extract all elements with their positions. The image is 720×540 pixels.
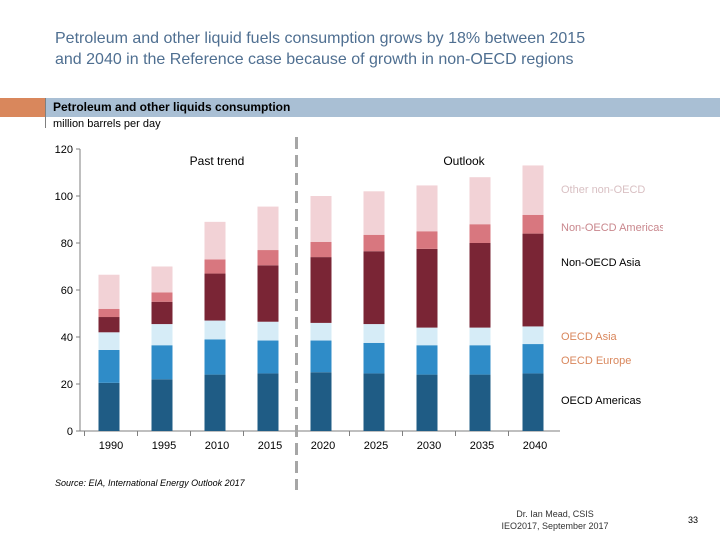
x-tick-label: 1995 bbox=[152, 440, 176, 452]
bar-segment bbox=[151, 301, 173, 325]
bar-segment bbox=[310, 322, 332, 341]
slide-title-line-2: and 2040 in the Reference case because o… bbox=[55, 51, 574, 68]
footer-credit: Dr. Ian Mead, CSIS IEO2017, September 20… bbox=[470, 508, 640, 532]
slide-title: Petroleum and other liquid fuels consump… bbox=[55, 28, 695, 70]
bar-segment bbox=[363, 373, 385, 431]
bar-segment bbox=[416, 374, 438, 431]
bar-segment bbox=[469, 345, 491, 375]
y-tick-label: 100 bbox=[55, 191, 73, 203]
x-tick-label: 2025 bbox=[364, 440, 388, 452]
bar-segment bbox=[416, 231, 438, 249]
bar-segment bbox=[522, 373, 544, 431]
x-tick-label: 2030 bbox=[417, 440, 441, 452]
bar-segment bbox=[151, 379, 173, 431]
bar-segment bbox=[257, 206, 279, 251]
bar-segment bbox=[310, 196, 332, 242]
bar-segment bbox=[204, 221, 226, 260]
x-tick-label: 2035 bbox=[470, 440, 494, 452]
bar-segment bbox=[151, 292, 173, 302]
bar-segment bbox=[522, 214, 544, 234]
event-name: IEO2017, September 2017 bbox=[501, 521, 609, 531]
legend-clip-mask bbox=[663, 215, 720, 239]
bar-segment bbox=[469, 177, 491, 225]
bar-segment bbox=[522, 344, 544, 374]
header-band-rule bbox=[45, 98, 46, 128]
slide-title-line-1: Petroleum and other liquid fuels consump… bbox=[55, 30, 586, 47]
header-band bbox=[0, 98, 720, 117]
bar-segment bbox=[204, 320, 226, 340]
bar-segment bbox=[416, 327, 438, 346]
legend-label: OECD Asia bbox=[561, 331, 618, 343]
bar-segment bbox=[310, 257, 332, 323]
bar-segment bbox=[257, 265, 279, 322]
legend-label: Non-OECD Americas bbox=[561, 222, 665, 234]
past-trend-annotation: Past trend bbox=[190, 154, 245, 168]
chart-title: Petroleum and other liquids consumption bbox=[53, 100, 291, 114]
bar-segment bbox=[363, 234, 385, 252]
bar-segment bbox=[98, 332, 120, 350]
y-tick-label: 120 bbox=[55, 144, 73, 156]
bar-segment bbox=[416, 248, 438, 328]
bar-segment bbox=[363, 342, 385, 374]
bar-segment bbox=[363, 324, 385, 343]
bar-segment bbox=[98, 317, 120, 333]
x-tick-label: 2015 bbox=[258, 440, 282, 452]
bar-segment bbox=[469, 243, 491, 328]
x-tick-label: 2040 bbox=[523, 440, 547, 452]
bar-segment bbox=[257, 321, 279, 341]
bar-segment bbox=[257, 373, 279, 431]
bar-segment bbox=[151, 324, 173, 346]
bar-segment bbox=[204, 259, 226, 274]
legend-label: Other non-OECD bbox=[561, 184, 645, 196]
legend-label: OECD Americas bbox=[561, 395, 642, 407]
bar-segment bbox=[151, 345, 173, 380]
legend-label: Non-OECD Asia bbox=[561, 257, 641, 269]
bar-segment bbox=[469, 327, 491, 346]
bar-segment bbox=[469, 374, 491, 431]
y-tick-label: 60 bbox=[61, 285, 73, 297]
bar-segment bbox=[416, 185, 438, 232]
bar-segment bbox=[310, 372, 332, 431]
bar-segment bbox=[522, 165, 544, 215]
bar-segment bbox=[469, 224, 491, 243]
x-tick-label: 2020 bbox=[311, 440, 335, 452]
header-band-accent bbox=[0, 98, 45, 117]
y-tick-label: 80 bbox=[61, 238, 73, 250]
bar-segment bbox=[204, 273, 226, 321]
bar-segment bbox=[98, 349, 120, 383]
y-tick-label: 40 bbox=[61, 332, 73, 344]
bar-segment bbox=[204, 339, 226, 375]
bar-segment bbox=[522, 233, 544, 327]
bar-segment bbox=[98, 308, 120, 318]
outlook-annotation: Outlook bbox=[443, 154, 485, 168]
bar-segment bbox=[204, 374, 226, 431]
bar-segment bbox=[522, 326, 544, 345]
bar-segment bbox=[151, 266, 173, 293]
bar-segment bbox=[257, 340, 279, 374]
bar-segment bbox=[416, 345, 438, 375]
author-name: Dr. Ian Mead, CSIS bbox=[516, 509, 594, 519]
bar-segment bbox=[98, 274, 120, 309]
bar-segment bbox=[363, 251, 385, 325]
bar-segment bbox=[257, 250, 279, 266]
y-tick-label: 0 bbox=[67, 426, 73, 438]
bar-segment bbox=[363, 191, 385, 235]
source-note: Source: EIA, International Energy Outloo… bbox=[55, 478, 245, 488]
chart-units-label: million barrels per day bbox=[53, 118, 161, 130]
x-tick-label: 1990 bbox=[99, 440, 123, 452]
bar-segment bbox=[98, 382, 120, 431]
bar-segment bbox=[310, 340, 332, 373]
y-tick-label: 20 bbox=[61, 379, 73, 391]
bar-segment bbox=[310, 241, 332, 258]
x-tick-label: 2010 bbox=[205, 440, 229, 452]
legend-label: OECD Europe bbox=[561, 355, 631, 367]
page-number: 33 bbox=[688, 515, 699, 525]
